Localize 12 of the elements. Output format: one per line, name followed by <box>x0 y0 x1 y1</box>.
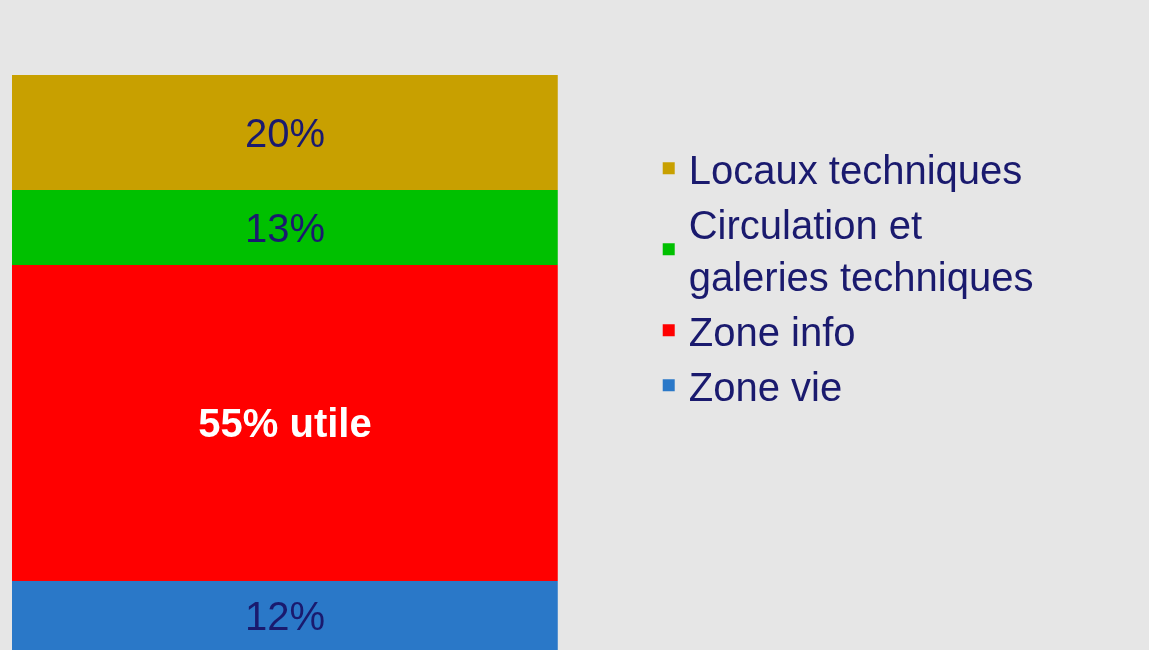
bar <box>12 265 558 581</box>
legend-label: Zone info <box>688 309 856 354</box>
data-label: 20% <box>244 110 326 155</box>
data-label: 13% <box>244 205 326 250</box>
data-label: 12% <box>244 593 326 638</box>
bar <box>12 75 558 190</box>
legend-label: Zone vie <box>688 364 843 409</box>
bar <box>12 581 558 650</box>
legend-label: Locaux techniques <box>688 147 1023 192</box>
bar <box>12 190 558 265</box>
legend-label: Circulation et galeries techniques <box>688 202 1034 299</box>
data-label: 55% utile <box>198 401 372 445</box>
